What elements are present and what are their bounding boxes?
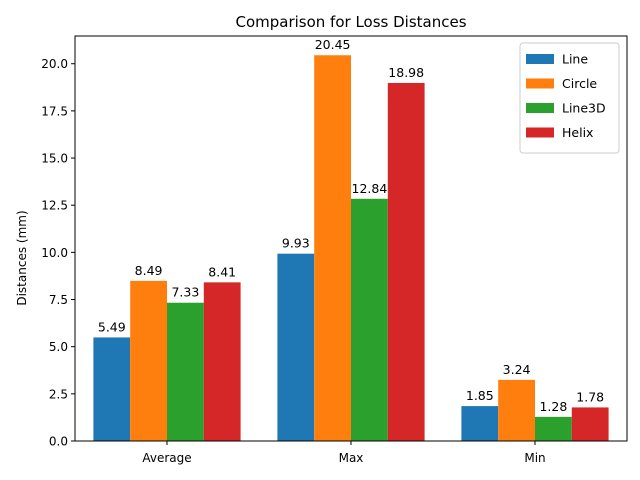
- chart-title: Comparison for Loss Distances: [235, 13, 466, 31]
- y-tick-label: 0.0: [49, 435, 68, 449]
- data-label: 12.84: [352, 181, 388, 196]
- legend-swatch-helix: [526, 127, 554, 138]
- x-tick-label: Average: [142, 451, 191, 465]
- x-axis: Average Max Min: [142, 441, 546, 465]
- bars-group: [93, 55, 609, 442]
- data-label: 8.49: [135, 263, 163, 278]
- bar-line-max: [277, 253, 315, 441]
- bar-circle-max: [314, 55, 351, 441]
- y-tick-label: 5.0: [49, 340, 68, 354]
- data-label: 1.28: [539, 399, 567, 414]
- data-label: 3.24: [503, 362, 531, 377]
- bar-line-average: [93, 337, 131, 441]
- data-label: 5.49: [98, 319, 126, 334]
- y-tick-label: 15.0: [41, 152, 68, 166]
- data-label: 20.45: [315, 37, 351, 52]
- legend-swatch-circle: [526, 78, 554, 89]
- legend: Line Circle Line3D Helix: [519, 42, 620, 154]
- data-label: 18.98: [388, 65, 424, 80]
- data-label: 9.93: [282, 236, 310, 251]
- bar-line3d-average: [167, 302, 204, 441]
- x-tick-label: Max: [339, 451, 364, 465]
- legend-swatch-line3d: [526, 103, 554, 113]
- data-label: 1.78: [576, 389, 604, 404]
- bar-line-min: [461, 406, 499, 441]
- legend-label-line3d: Line3D: [562, 101, 606, 116]
- bar-helix-average: [203, 282, 241, 441]
- data-label: 1.85: [466, 388, 494, 403]
- bar-line3d-min: [535, 416, 572, 441]
- x-tick-label: Min: [524, 451, 545, 465]
- bar-circle-average: [130, 280, 167, 441]
- y-tick-label: 10.0: [41, 246, 68, 260]
- data-label: 7.33: [171, 285, 199, 300]
- legend-label-line: Line: [562, 52, 588, 67]
- bar-helix-max: [387, 82, 425, 442]
- data-label: 8.41: [208, 264, 236, 279]
- bar-circle-min: [498, 379, 535, 441]
- y-tick-label: 17.5: [41, 104, 68, 118]
- legend-label-helix: Helix: [562, 125, 593, 140]
- y-axis-label: Distances (mm): [15, 210, 29, 305]
- plot-frame: [74, 35, 628, 442]
- y-tick-label: 12.5: [41, 199, 68, 213]
- bar-helix-min: [571, 407, 609, 441]
- legend-swatch-line: [526, 54, 554, 64]
- value-labels-group: 5.49 9.93 1.85 8.49 20.45 3.24 7.33 12.84 1.28 8.…: [98, 37, 604, 414]
- y-axis: 0.0 2.5 5.0 7.5 10.0 12.5 15.0 17.5 20.0: [41, 57, 75, 449]
- legend-box: [519, 42, 620, 154]
- legend-label-circle: Circle: [562, 76, 597, 91]
- bar-line3d-max: [351, 198, 388, 441]
- y-tick-label: 20.0: [41, 57, 68, 71]
- y-tick-label: 7.5: [49, 293, 68, 307]
- y-tick-label: 2.5: [49, 387, 68, 401]
